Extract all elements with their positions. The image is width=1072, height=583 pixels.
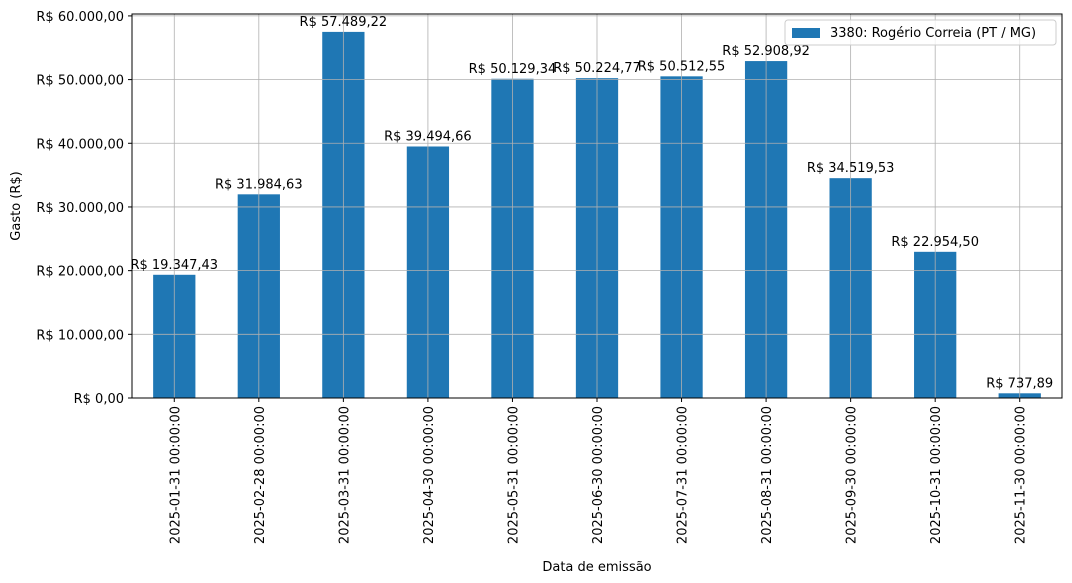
x-tick-label: 2025-05-31 00:00:00 (506, 406, 521, 544)
bar-value-label: R$ 50.224,77 (553, 61, 641, 76)
legend-swatch (792, 28, 820, 38)
x-tick-label: 2025-01-31 00:00:00 (168, 406, 183, 544)
y-tick-label: R$ 40.000,00 (36, 137, 124, 152)
bar-value-label: R$ 50.129,34 (469, 62, 557, 77)
bar-value-label: R$ 31.984,63 (215, 177, 303, 192)
x-tick-label: 2025-04-30 00:00:00 (422, 406, 437, 544)
bar-value-label: R$ 22.954,50 (891, 235, 979, 250)
x-tick-label: 2025-11-30 00:00:00 (1014, 406, 1029, 544)
bar-value-label: R$ 50.512,55 (638, 59, 726, 74)
y-tick-label: R$ 60.000,00 (36, 10, 124, 25)
legend-label: 3380: Rogério Correia (PT / MG) (830, 26, 1036, 41)
x-tick-label: 2025-03-31 00:00:00 (337, 406, 352, 544)
x-tick-label: 2025-08-31 00:00:00 (760, 406, 775, 544)
x-axis-label: Data de emissão (542, 560, 651, 575)
y-tick-label: R$ 20.000,00 (36, 265, 124, 280)
bar-value-label: R$ 19.347,43 (130, 258, 218, 273)
bar-value-label: R$ 39.494,66 (384, 129, 472, 144)
legend: 3380: Rogério Correia (PT / MG) (784, 19, 1057, 46)
y-tick-label: R$ 0,00 (74, 392, 124, 407)
bar-value-label: R$ 52.908,92 (722, 44, 810, 59)
x-tick-label: 2025-09-30 00:00:00 (845, 406, 860, 544)
x-tick-label: 2025-10-31 00:00:00 (929, 406, 944, 544)
y-tick-label: R$ 10.000,00 (36, 328, 124, 343)
x-tick-label: 2025-06-30 00:00:00 (591, 406, 606, 544)
y-tick-label: R$ 30.000,00 (36, 201, 124, 216)
y-axis-label: Gasto (R$) (9, 171, 24, 240)
bar-value-label: R$ 57.489,22 (300, 15, 388, 30)
y-tick-label: R$ 50.000,00 (36, 74, 124, 89)
bar-value-label: R$ 34.519,53 (807, 161, 895, 176)
x-tick-label: 2025-07-31 00:00:00 (676, 406, 691, 544)
x-tick-label: 2025-02-28 00:00:00 (253, 406, 268, 544)
bar-value-label: R$ 737,89 (986, 376, 1053, 391)
